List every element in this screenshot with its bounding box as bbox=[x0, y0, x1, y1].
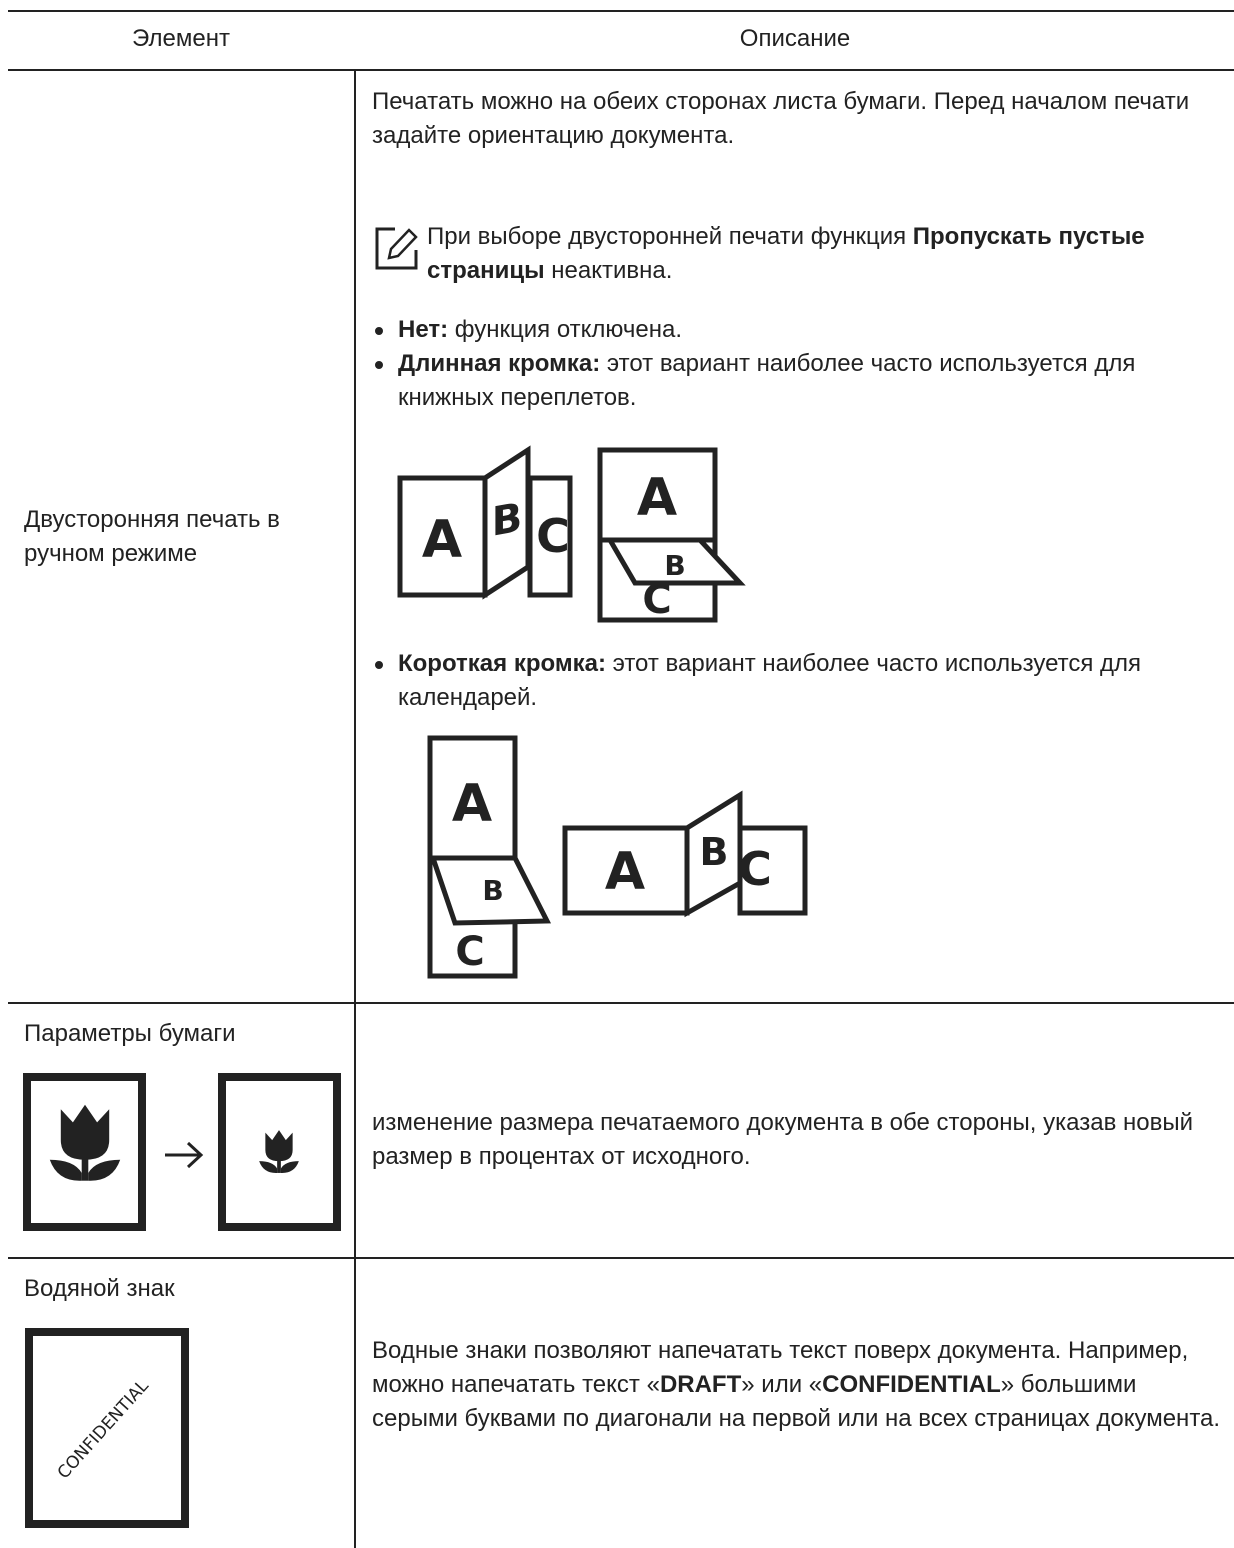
text: Водные знаки позволяют напечатать текст … bbox=[372, 1337, 1189, 1398]
row-border bbox=[8, 1002, 1234, 1004]
long-edge-figure: A B C A B C bbox=[397, 445, 746, 623]
paper-icon bbox=[23, 1073, 341, 1231]
table-border bbox=[8, 10, 1234, 12]
note-text: При выборе двусторонней печати функция bbox=[427, 223, 913, 250]
watermark-icon: CONFIDENTIAL bbox=[25, 1328, 189, 1528]
figure-letter: C bbox=[536, 509, 570, 563]
bullet-text: этот вариант наиболее часто используется… bbox=[398, 650, 1142, 711]
text: » или « bbox=[741, 1371, 823, 1398]
item-cell: Двусторонняя печать в ручном режиме bbox=[24, 506, 280, 567]
short-edge-figure: A B C A B C bbox=[427, 735, 808, 979]
header-cell: Элемент bbox=[132, 25, 230, 52]
figure-letter: A bbox=[605, 842, 645, 902]
emphasis: CONFIDENTIAL bbox=[822, 1371, 1001, 1398]
figure-letter: A bbox=[637, 468, 677, 528]
figure-letter: A bbox=[422, 510, 462, 570]
bullet: Длинная кромка: этот вариант наиболее ча… bbox=[372, 347, 1232, 415]
text: » большими серыми буквами по диагонали н… bbox=[372, 1371, 1221, 1432]
header-cell: Описание bbox=[739, 25, 851, 52]
figure-letter: B bbox=[700, 830, 729, 874]
bullet-text: функция отключена. bbox=[448, 316, 683, 343]
row-border bbox=[8, 1257, 1234, 1259]
note: При выборе двусторонней печати функция П… bbox=[427, 220, 1227, 288]
note-icon bbox=[375, 227, 418, 270]
figure-letter: B bbox=[482, 874, 503, 907]
bullet-term: Длинная кромка: bbox=[398, 350, 601, 377]
watermark-text: CONFIDENTIAL bbox=[54, 1376, 153, 1483]
item-cell: Водяной знак bbox=[24, 1275, 175, 1302]
figure-letter: C bbox=[455, 929, 484, 975]
bullet: Нет: функция отключена. bbox=[372, 313, 1232, 347]
figure-letter: A bbox=[452, 774, 492, 834]
figure-letter: B bbox=[492, 494, 522, 546]
column-border bbox=[354, 70, 356, 1548]
figure-letter: B bbox=[664, 549, 685, 582]
paragraph: Печатать можно на обеих сторонах листа б… bbox=[372, 88, 1190, 149]
bullet-term: Короткая кромка: bbox=[398, 650, 606, 677]
paragraph: изменение размера печатаемого документа … bbox=[372, 1109, 1193, 1170]
figure-letter: C bbox=[738, 842, 772, 896]
note-text: неактивна. bbox=[544, 257, 673, 284]
figure-letter: C bbox=[642, 577, 671, 623]
bullet-text: этот вариант наиболее часто используется… bbox=[398, 350, 1136, 411]
emphasis: DRAFT bbox=[659, 1371, 742, 1398]
item-cell: Параметры бумаги bbox=[24, 1020, 236, 1047]
header-border bbox=[8, 69, 1234, 71]
bullet-term: Нет: bbox=[398, 316, 449, 343]
bullet: Короткая кромка: этот вариант наиболее ч… bbox=[372, 647, 1232, 715]
paragraph: Водные знаки позволяют напечатать текст … bbox=[372, 1334, 1227, 1436]
note-emphasis: Пропускать пустые страницы bbox=[427, 223, 1145, 284]
